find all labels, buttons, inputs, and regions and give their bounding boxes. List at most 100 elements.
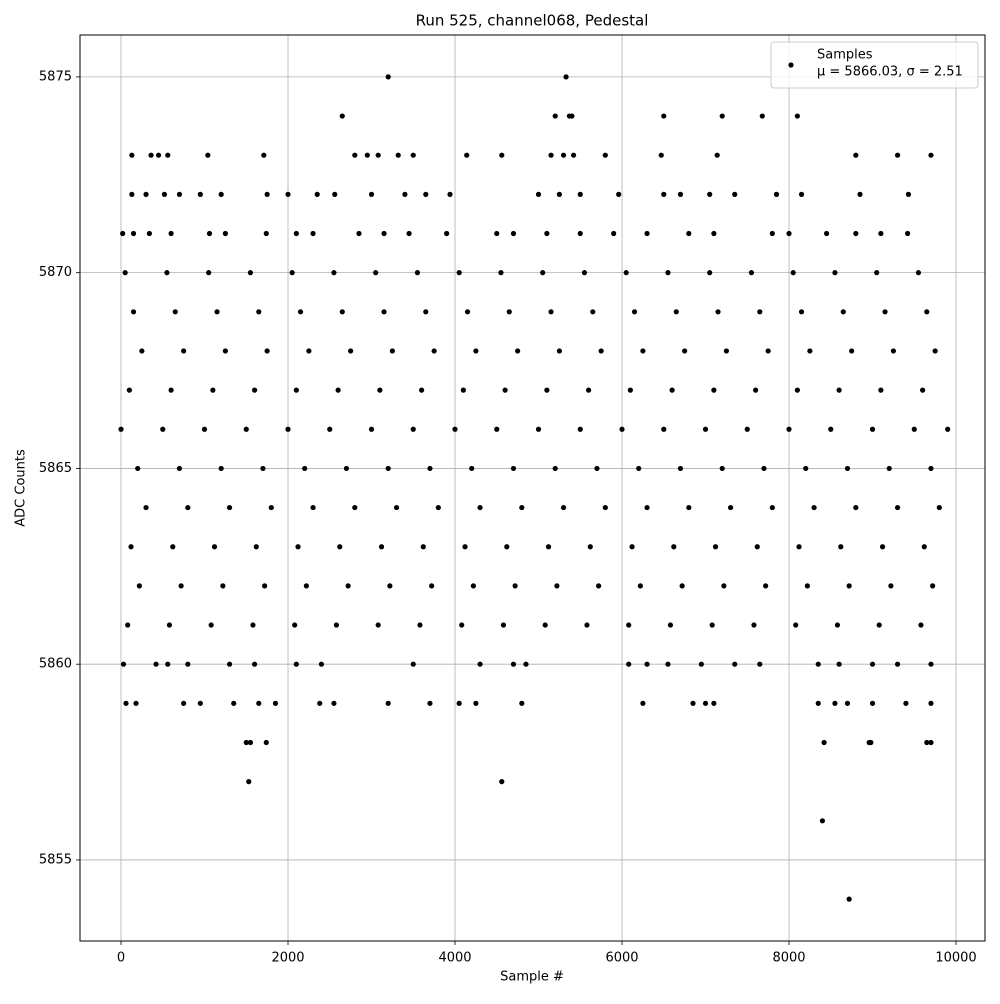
point: [373, 270, 379, 276]
point: [375, 622, 381, 628]
point: [644, 230, 650, 237]
point: [128, 544, 134, 550]
point: [798, 191, 805, 197]
point: [500, 622, 507, 628]
point: [744, 426, 750, 432]
x-tick-label: 2000: [271, 951, 304, 966]
point: [389, 348, 395, 354]
point: [667, 622, 674, 628]
point: [853, 152, 859, 158]
point: [868, 739, 874, 746]
point: [387, 583, 393, 589]
point: [544, 387, 550, 393]
point: [214, 309, 220, 315]
point: [118, 426, 124, 432]
point: [602, 504, 608, 511]
point: [658, 152, 664, 158]
point: [698, 661, 704, 667]
point: [560, 152, 567, 158]
point: [719, 465, 725, 472]
point: [721, 583, 727, 589]
point: [435, 504, 441, 511]
point: [869, 661, 876, 667]
point: [811, 504, 817, 511]
point: [846, 583, 852, 589]
point: [410, 152, 416, 158]
point: [211, 544, 218, 550]
point: [345, 583, 351, 589]
point: [712, 544, 719, 550]
point: [869, 426, 876, 432]
point: [431, 348, 437, 354]
point: [759, 113, 765, 119]
point: [928, 152, 934, 158]
point: [302, 465, 308, 472]
point: [510, 661, 517, 667]
point: [473, 700, 479, 706]
point: [890, 348, 896, 354]
point: [879, 544, 886, 550]
point: [849, 348, 855, 354]
point: [644, 504, 650, 511]
point: [626, 661, 632, 667]
point: [894, 152, 901, 158]
point: [832, 270, 838, 276]
point: [148, 152, 154, 158]
legend: Samples μ = 5866.03, σ = 2.51: [770, 41, 979, 89]
point: [644, 661, 650, 667]
point: [456, 270, 462, 276]
point: [414, 270, 421, 276]
point: [512, 583, 518, 589]
point: [377, 387, 383, 393]
point: [161, 191, 168, 197]
point: [135, 465, 141, 472]
point: [723, 348, 729, 354]
point: [417, 622, 423, 628]
point: [904, 230, 911, 237]
point: [252, 387, 258, 393]
point: [945, 426, 951, 432]
point: [626, 622, 632, 628]
point: [769, 230, 775, 237]
point: [218, 191, 224, 197]
point: [469, 465, 475, 472]
point: [552, 465, 558, 472]
legend-note: μ = 5866.03, σ = 2.51: [817, 65, 963, 80]
point: [815, 700, 821, 706]
point: [794, 113, 800, 119]
point: [727, 504, 734, 511]
point: [506, 309, 512, 315]
point: [262, 583, 268, 589]
point: [671, 544, 677, 550]
point: [125, 622, 131, 628]
point: [226, 661, 233, 667]
point: [857, 191, 863, 197]
point: [206, 270, 212, 276]
point: [679, 583, 685, 589]
point: [936, 504, 942, 511]
point: [332, 191, 338, 197]
legend-box: [770, 41, 979, 89]
point: [168, 387, 174, 393]
point: [231, 700, 237, 706]
point: [499, 152, 505, 158]
point: [168, 230, 174, 237]
point: [139, 348, 145, 354]
point: [763, 583, 769, 589]
point: [888, 583, 894, 589]
point: [261, 152, 267, 158]
point: [197, 191, 203, 197]
point: [928, 661, 934, 667]
point: [208, 622, 214, 628]
point: [619, 426, 625, 432]
point: [247, 739, 254, 746]
point: [711, 230, 717, 237]
point: [640, 700, 646, 706]
point: [544, 230, 550, 237]
point: [155, 152, 162, 158]
point: [246, 779, 252, 785]
point: [160, 426, 166, 432]
point: [165, 661, 171, 667]
point: [395, 152, 401, 158]
point: [815, 661, 821, 667]
